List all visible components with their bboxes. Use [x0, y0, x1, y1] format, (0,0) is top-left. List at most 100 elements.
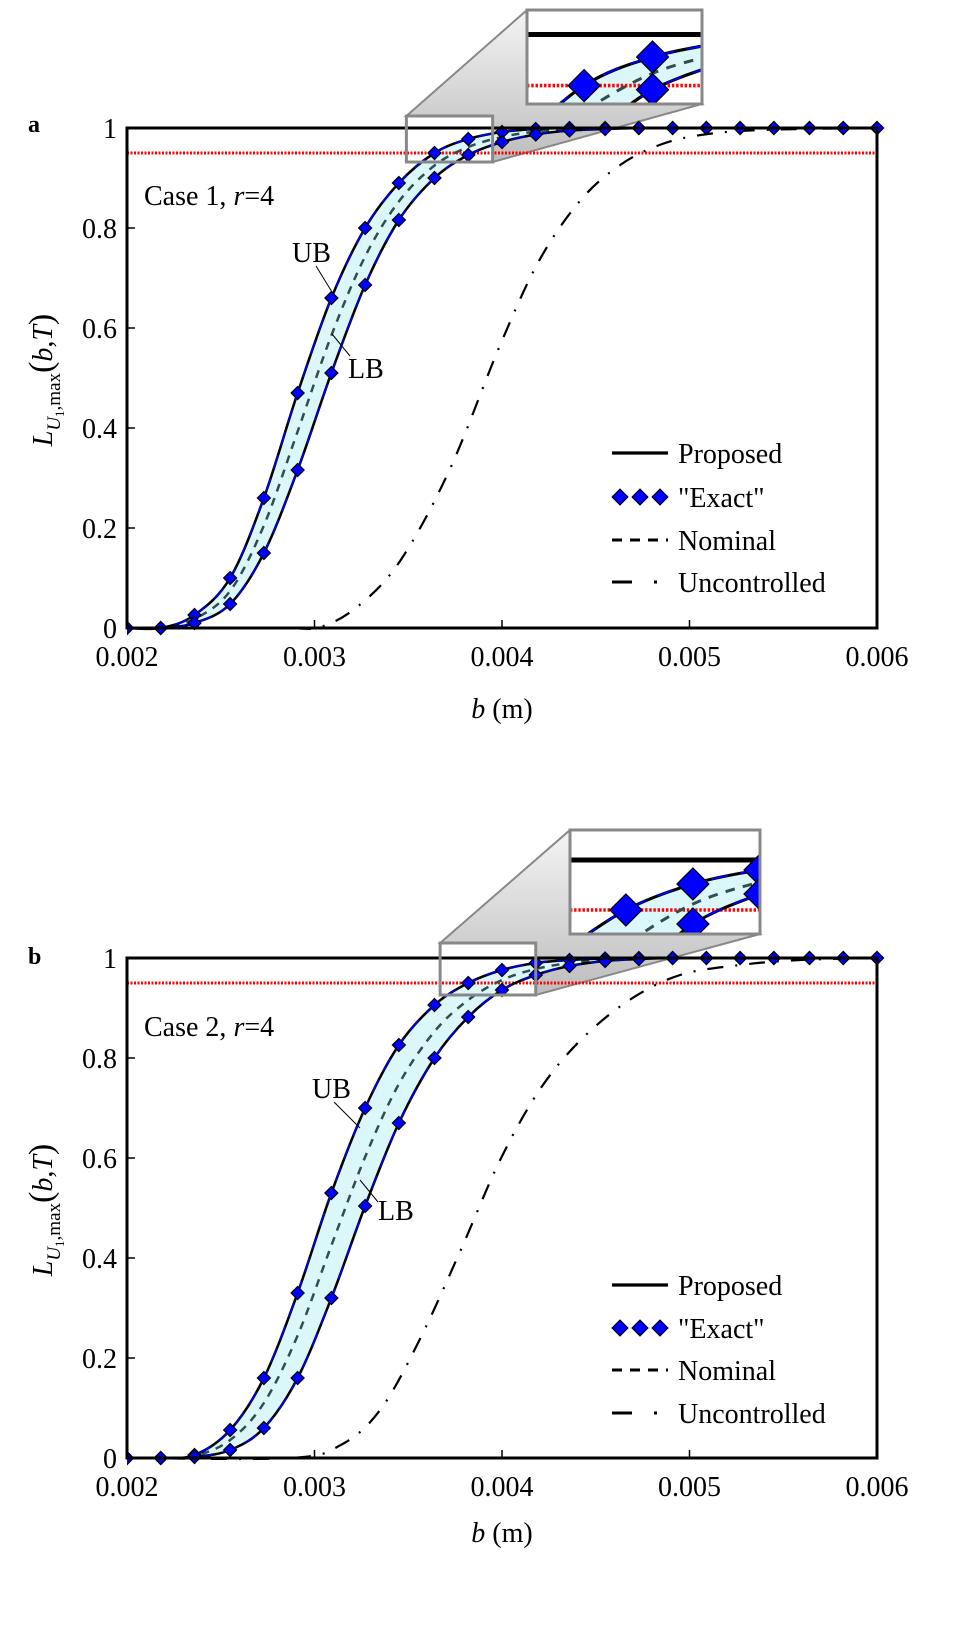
uncertainty-band: [127, 957, 877, 1459]
exact-lb-marker: [562, 958, 577, 974]
x-tick-label: 0.006: [846, 642, 909, 673]
exact-lb-line: [127, 127, 877, 630]
legend-item: Uncontrolled: [612, 568, 826, 599]
x-tick-label: 0.002: [96, 1472, 159, 1503]
exact-ub-marker: [494, 962, 510, 978]
exact-ub-marker: [427, 997, 442, 1013]
exact-lb-marker: [743, 877, 760, 911]
exact-ub-marker: [676, 867, 710, 901]
legend-label: "Exact": [678, 1314, 765, 1345]
x-tick-label: 0.003: [283, 642, 346, 673]
exact-ub-line: [558, 45, 702, 104]
exact-ub-marker: [357, 220, 373, 236]
exact-lb-marker: [324, 365, 339, 381]
legend-label: Proposed: [678, 1271, 782, 1302]
y-tick-label: 0.6: [82, 1144, 117, 1175]
x-tick-label: 0.005: [658, 1472, 721, 1503]
exact-ub-marker: [290, 385, 305, 401]
inset-border: [525, 8, 704, 106]
exact-ub-marker: [743, 853, 760, 887]
y-tick-label: 0.2: [82, 514, 117, 545]
exact-lb-marker: [357, 1198, 373, 1214]
y-tick-label: 1: [103, 944, 117, 975]
legend-item: Nominal: [612, 1356, 776, 1387]
panel-b: b Case 2, r=4 b (m) LU1,max(b,T) UB LB 0…: [23, 828, 909, 1549]
y-axis-label: LU1,max(b,T): [23, 314, 67, 448]
exact-lb-marker: [635, 72, 670, 104]
exact-lb-marker: [290, 462, 305, 478]
zoom-inset: [570, 830, 836, 934]
y-tick-label: 1: [103, 114, 117, 145]
exact-ub-marker: [222, 570, 238, 586]
legend-swatch-exact: [631, 488, 649, 506]
exact-lb-marker: [528, 127, 544, 142]
panel-label: b: [28, 944, 41, 970]
legend-item: "Exact": [611, 483, 765, 514]
x-tick-label: 0.005: [658, 642, 721, 673]
exact-lb-marker: [222, 596, 238, 612]
x-tick-label: 0.003: [283, 1472, 346, 1503]
legend: Proposed "Exact" Nominal Uncontrolled: [611, 1271, 826, 1430]
exact-ub-marker: [324, 1185, 339, 1201]
exact-lb-marker: [804, 860, 836, 892]
exact-ub-marker: [222, 1422, 238, 1438]
exact-ub-marker: [324, 290, 339, 306]
legend-item: Proposed: [612, 439, 782, 470]
y-tick-label: 0: [103, 614, 117, 645]
y-tick-label: 0.8: [82, 214, 117, 245]
exact-lb-marker: [427, 1050, 442, 1066]
ub-label: UB: [312, 1074, 351, 1105]
exact-ub-marker: [256, 1370, 272, 1386]
inset-border: [568, 828, 762, 936]
panel-label: a: [28, 112, 40, 138]
proposed-lb-line: [628, 68, 702, 104]
ub-label: UB: [292, 238, 331, 269]
x-tick-label: 0.006: [846, 1472, 909, 1503]
exact-lb-marker: [391, 212, 407, 228]
legend-item: Nominal: [612, 526, 776, 557]
x-tick-label: 0.004: [471, 642, 534, 673]
lb-label: LB: [348, 354, 384, 385]
legend-label: Nominal: [678, 526, 776, 557]
exact-ub-marker: [609, 893, 643, 927]
legend-item: Proposed: [612, 1271, 782, 1302]
exact-ub-line: [127, 957, 877, 1460]
legend: Proposed "Exact" Nominal Uncontrolled: [611, 439, 826, 599]
exact-ub-marker: [567, 68, 601, 103]
case-annotation: Case 1, r=4: [144, 181, 274, 212]
exact-ub-marker: [391, 1037, 407, 1053]
exact-lb-marker: [705, 47, 737, 79]
exact-ub-marker: [427, 145, 442, 161]
exact-lb-marker: [256, 545, 272, 561]
exact-ub-marker: [256, 490, 272, 506]
legend-item: Uncontrolled: [612, 1399, 826, 1430]
x-axis-label: b (m): [471, 1518, 532, 1549]
legend-label: Nominal: [678, 1356, 776, 1387]
legend-label: "Exact": [678, 483, 765, 514]
exact-lb-marker: [357, 277, 373, 293]
y-tick-label: 0.8: [82, 1044, 117, 1075]
x-tick-label: 0.004: [471, 1472, 534, 1503]
exact-ub-marker: [357, 1100, 373, 1116]
exact-lb-marker: [324, 1290, 339, 1306]
legend-label: Proposed: [678, 439, 782, 470]
y-tick-label: 0.4: [82, 414, 117, 445]
lb-label: LB: [378, 1196, 414, 1227]
label-leader: [331, 333, 351, 357]
label-leader: [359, 1179, 379, 1203]
y-tick-label: 0: [103, 1444, 117, 1475]
exact-ub-marker: [460, 975, 476, 991]
exact-ub-marker: [391, 175, 407, 191]
legend-swatch-exact: [651, 488, 669, 506]
zoom-inset: [527, 10, 737, 104]
exact-lb-marker: [427, 170, 442, 186]
exact-lb-marker: [494, 134, 510, 150]
legend-swatch-exact: [631, 1319, 649, 1337]
exact-lb-marker: [460, 1009, 476, 1025]
legend-label: Uncontrolled: [678, 1399, 826, 1430]
panel-a: a Case 1, r=4 b (m) LU1,max(b,T) UB LB 0…: [23, 8, 909, 725]
exact-ub-marker: [804, 848, 836, 880]
label-leader: [315, 265, 333, 293]
x-axis-label: b (m): [471, 694, 532, 725]
